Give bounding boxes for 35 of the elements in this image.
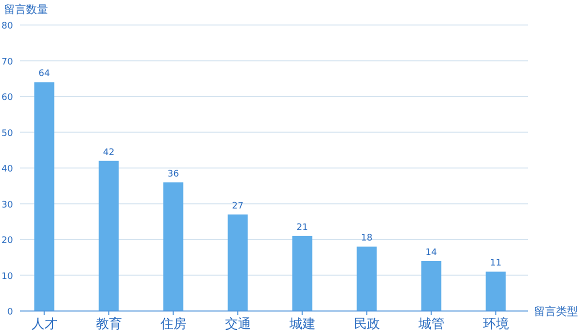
data-label: 36 [168,169,180,180]
y-tick-label: 60 [2,93,14,103]
bar [163,182,184,311]
x-tick-label: 人才 [31,317,58,331]
bar [34,82,54,311]
y-tick-label: 20 [2,236,14,246]
y-axis-title: 留言数量 [4,3,48,16]
x-axis-title: 留言类型 [534,305,578,318]
y-tick-label: 30 [2,200,14,210]
data-label: 64 [38,69,50,80]
bar [292,236,312,311]
data-label: 21 [296,222,308,233]
y-tick-label: 10 [2,272,14,282]
data-label: 11 [490,258,502,269]
x-tick-label: 民政 [354,317,380,331]
data-label: 14 [426,248,438,258]
y-tick-label: 50 [2,128,14,139]
y-tick-label: 70 [2,57,14,68]
bar [228,214,248,311]
x-tick-label: 城管 [417,317,444,331]
data-label: 27 [232,201,244,212]
data-label: 18 [361,234,373,244]
y-tick-label: 40 [2,164,14,174]
bar [98,160,119,311]
x-tick-label: 教育 [96,316,122,331]
x-tick-label: 城建 [288,317,316,331]
bar [421,260,442,311]
bar [486,272,506,311]
bar [356,246,377,311]
x-tick-label: 交通 [224,316,251,331]
y-tick-label: 0 [7,308,14,318]
x-tick-label: 环境 [482,316,509,331]
y-tick-label: 80 [2,22,14,32]
x-tick-label: 住房 [159,316,186,331]
data-label: 42 [103,148,114,158]
